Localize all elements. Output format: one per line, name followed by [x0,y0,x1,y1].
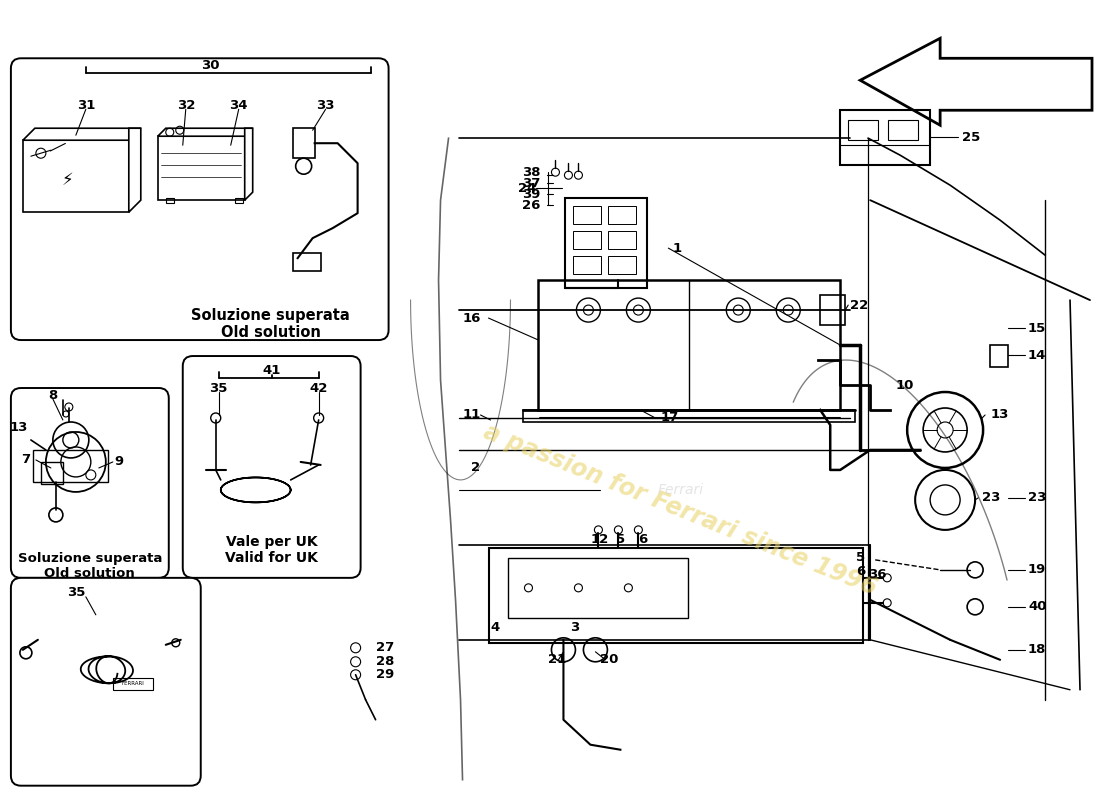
Text: 33: 33 [317,98,334,112]
FancyBboxPatch shape [11,58,388,340]
Text: 1: 1 [672,242,682,254]
Text: 25: 25 [962,130,980,144]
Text: 35: 35 [209,382,228,394]
Bar [573,256,602,274]
Bar [573,206,602,224]
Text: 4: 4 [491,622,499,634]
Bar [573,231,602,249]
Bar [608,206,637,224]
Text: Soluzione superata
Old solution: Soluzione superata Old solution [18,552,162,580]
Text: 14: 14 [1028,349,1046,362]
Text: Vale per UK
Valid for UK: Vale per UK Valid for UK [226,535,318,565]
Text: 7: 7 [21,454,31,466]
Text: 18: 18 [1028,643,1046,656]
Text: 31: 31 [77,98,95,112]
Bar [565,198,648,288]
Bar [293,128,315,158]
Text: 9: 9 [114,455,123,469]
Text: 36: 36 [868,568,887,582]
Text: 28: 28 [375,655,394,668]
Text: 19: 19 [1028,563,1046,576]
Text: 5: 5 [616,534,626,546]
Text: 16: 16 [462,311,481,325]
Bar [166,198,174,203]
Text: 27: 27 [375,642,394,654]
Text: 35: 35 [67,586,85,599]
Text: 40: 40 [1028,600,1046,614]
FancyBboxPatch shape [11,578,200,786]
Bar [888,120,918,140]
Bar [840,110,931,165]
Bar [608,231,637,249]
Bar [33,450,108,482]
Text: 15: 15 [1028,322,1046,334]
Bar [848,120,878,140]
Text: 12: 12 [591,534,608,546]
Text: 21: 21 [549,654,566,666]
Text: 20: 20 [601,654,619,666]
Polygon shape [244,128,253,200]
Text: 23: 23 [982,491,1001,505]
Text: a passion for Ferrari since 1996: a passion for Ferrari since 1996 [481,420,880,600]
Bar [539,280,840,410]
Text: 8: 8 [48,389,57,402]
Polygon shape [157,128,253,136]
Text: 26: 26 [522,198,540,212]
Polygon shape [860,38,1092,126]
Text: 23: 23 [1028,491,1046,505]
Bar [157,136,244,200]
Bar [41,462,63,484]
Text: 10: 10 [895,378,913,391]
Bar [113,678,153,690]
Text: Soluzione superata
Old solution: Soluzione superata Old solution [191,308,350,341]
Bar [990,345,1008,367]
Bar [524,410,855,422]
Text: 39: 39 [522,188,540,201]
Bar [293,253,320,271]
Text: 13: 13 [10,422,29,434]
Text: 41: 41 [263,363,280,377]
Text: 5: 5 [856,551,866,564]
Bar [23,140,129,212]
Text: 2: 2 [472,462,481,474]
Text: 42: 42 [309,382,328,394]
FancyBboxPatch shape [11,388,168,578]
Bar [508,558,689,618]
Text: 13: 13 [990,409,1009,422]
Text: Ferrari: Ferrari [658,483,703,497]
Bar [821,295,845,325]
Text: ⚡: ⚡ [62,171,74,189]
Text: 6: 6 [638,534,648,546]
Text: 32: 32 [177,98,195,112]
Text: 6: 6 [856,566,866,578]
FancyBboxPatch shape [183,356,361,578]
Bar [608,256,637,274]
Text: 38: 38 [522,166,540,178]
Text: 29: 29 [375,668,394,682]
Text: 24: 24 [518,182,537,194]
Text: 30: 30 [201,58,220,72]
Bar [234,198,243,203]
Text: 11: 11 [462,409,481,422]
Bar [488,548,864,642]
Text: 34: 34 [230,98,248,112]
Text: FERRARI: FERRARI [121,682,144,686]
Text: 17: 17 [660,411,679,425]
Text: 22: 22 [850,298,869,311]
Polygon shape [129,128,141,212]
Text: 37: 37 [522,177,540,190]
Polygon shape [23,128,141,140]
Text: 3: 3 [571,622,580,634]
